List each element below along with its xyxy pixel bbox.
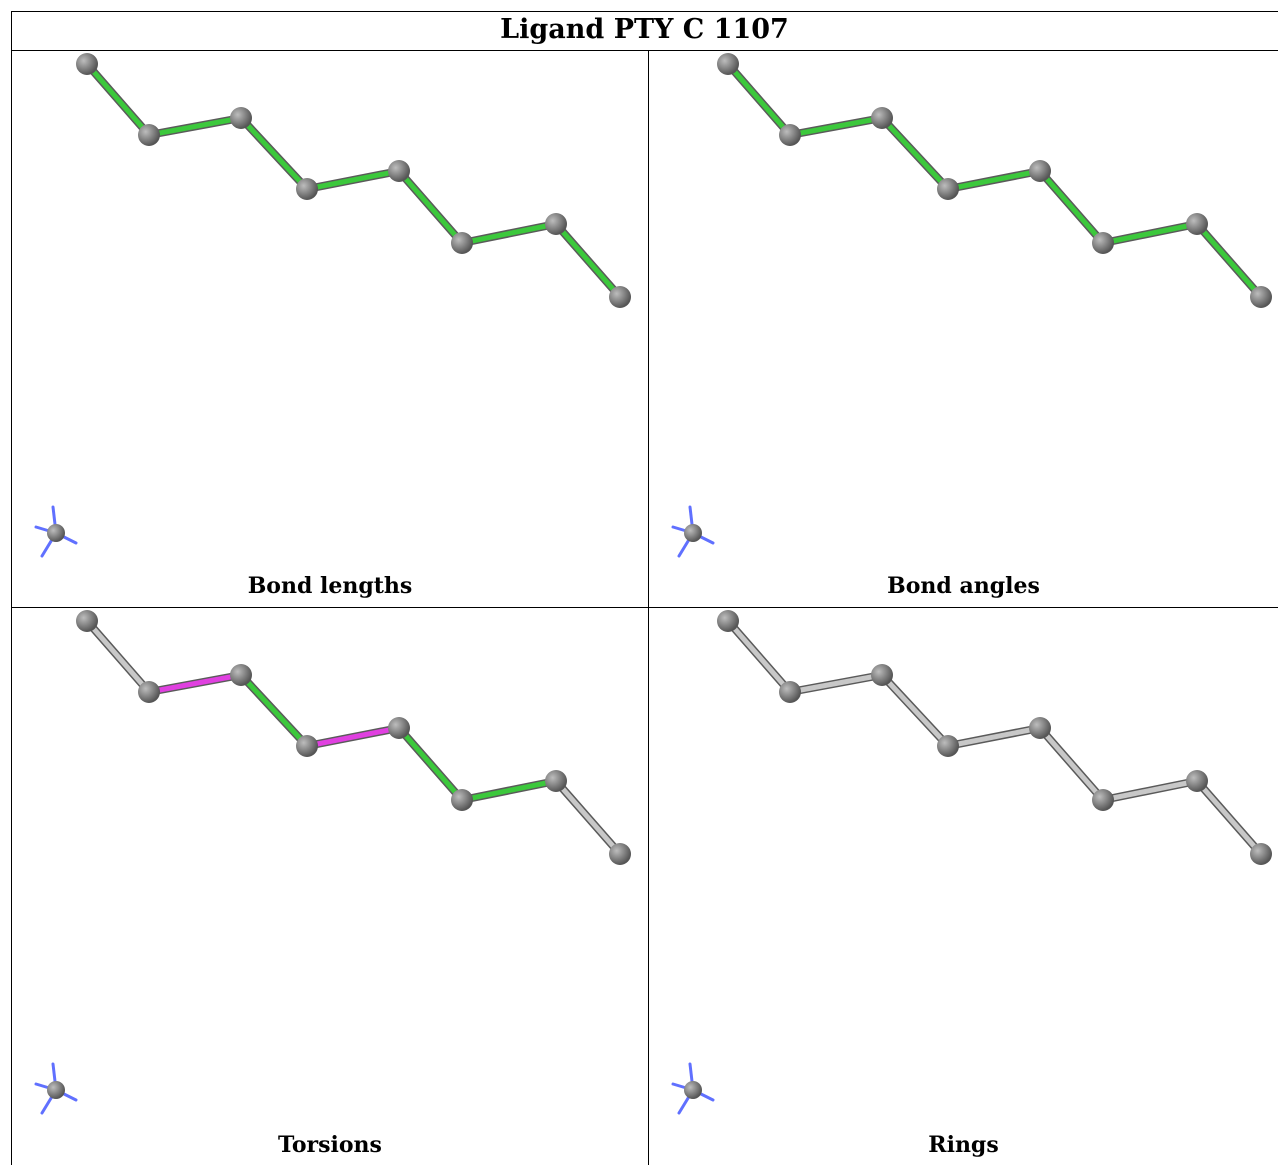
bond xyxy=(945,725,1043,749)
atom xyxy=(545,770,567,792)
bond xyxy=(787,115,885,138)
panel-rings: Rings xyxy=(649,608,1278,1165)
atom xyxy=(451,232,473,254)
atom xyxy=(1092,789,1114,811)
bond xyxy=(84,61,152,138)
atom xyxy=(1029,717,1051,739)
bond xyxy=(553,221,623,300)
panel-caption: Bond angles xyxy=(887,573,1040,599)
bond xyxy=(459,221,559,246)
atom xyxy=(609,843,631,865)
panel-torsions: Torsions xyxy=(12,608,648,1165)
atom xyxy=(76,610,98,632)
bond xyxy=(238,115,310,192)
bond xyxy=(1037,725,1106,803)
bond xyxy=(1100,221,1200,246)
atom xyxy=(937,735,959,757)
bond xyxy=(1037,168,1106,246)
bond xyxy=(304,725,402,749)
bond xyxy=(459,778,559,803)
panel-caption: Torsions xyxy=(278,1132,382,1158)
bond xyxy=(725,618,793,695)
axes-icon xyxy=(671,505,715,558)
bond xyxy=(1194,221,1264,300)
atom xyxy=(1186,213,1208,235)
atom xyxy=(717,53,739,75)
row-divider xyxy=(11,607,1278,608)
molecule-view xyxy=(671,53,1272,558)
bond xyxy=(1194,778,1264,857)
atom xyxy=(76,53,98,75)
atom xyxy=(138,681,160,703)
atom xyxy=(388,717,410,739)
atom xyxy=(138,124,160,146)
atom xyxy=(1186,770,1208,792)
axes-icon xyxy=(34,505,78,558)
atom xyxy=(609,286,631,308)
bond xyxy=(1100,778,1200,803)
bond xyxy=(725,61,793,138)
atom xyxy=(451,789,473,811)
panel-bond-angles: Bond angles xyxy=(649,51,1278,607)
molecule-view xyxy=(34,610,631,1115)
panel-bond-lengths: Bond lengths xyxy=(12,51,648,607)
bond xyxy=(396,168,465,246)
atom xyxy=(779,681,801,703)
atom xyxy=(296,735,318,757)
bond xyxy=(553,778,623,857)
bond xyxy=(238,672,310,749)
axes-icon xyxy=(671,1062,715,1115)
figure-frame xyxy=(11,11,1278,1165)
atom xyxy=(230,664,252,686)
atom xyxy=(1250,286,1272,308)
atom xyxy=(871,664,893,686)
molecule-view xyxy=(34,53,631,558)
axes-icon xyxy=(34,1062,78,1115)
atom xyxy=(296,178,318,200)
bond xyxy=(84,618,152,695)
bond xyxy=(396,725,465,803)
figure-title: Ligand PTY C 1107 xyxy=(11,11,1278,51)
panel-caption: Bond lengths xyxy=(247,573,413,599)
bond xyxy=(146,115,244,138)
bond xyxy=(787,672,885,695)
atom xyxy=(1250,843,1272,865)
atom xyxy=(937,178,959,200)
atom xyxy=(1092,232,1114,254)
atom xyxy=(717,610,739,632)
atom xyxy=(545,213,567,235)
bond xyxy=(879,115,951,192)
atom xyxy=(230,107,252,129)
bond xyxy=(879,672,951,749)
atom xyxy=(779,124,801,146)
atom xyxy=(388,160,410,182)
atom xyxy=(871,107,893,129)
atom xyxy=(1029,160,1051,182)
bond xyxy=(304,168,402,192)
bond xyxy=(146,672,244,695)
bond xyxy=(945,168,1043,192)
panel-caption: Rings xyxy=(928,1132,999,1158)
molecule-view xyxy=(671,610,1272,1115)
